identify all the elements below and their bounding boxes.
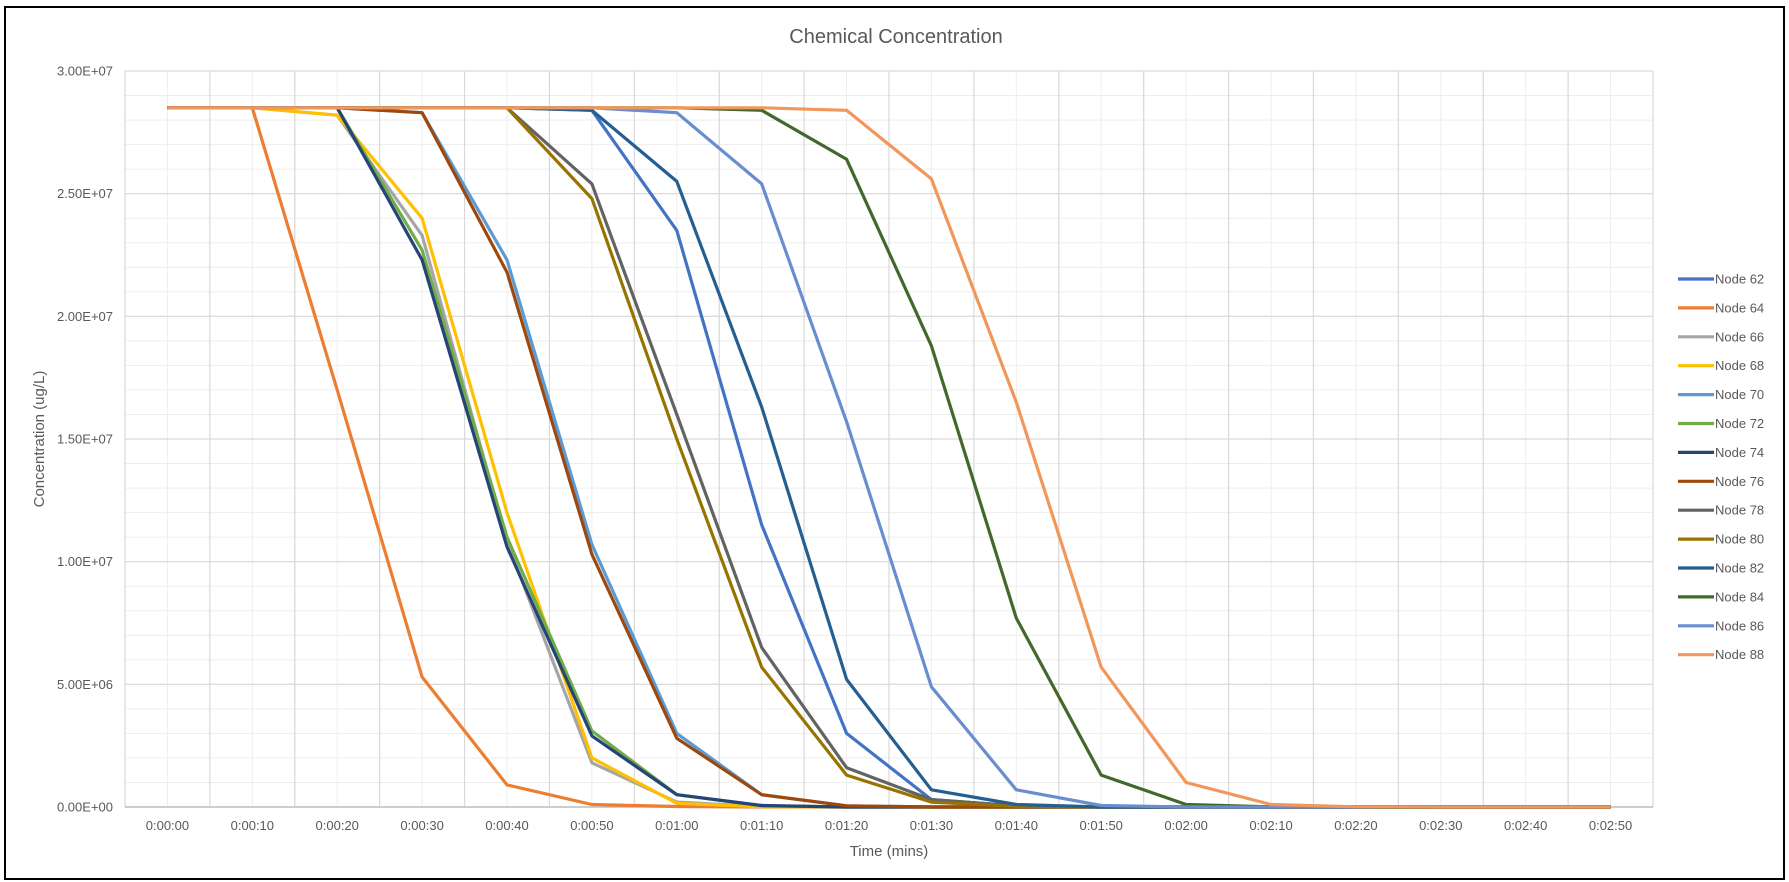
legend-label-node-64: Node 64 [1715,300,1764,315]
legend-label-node-80: Node 80 [1715,532,1764,547]
y-tick-label: 5.00E+06 [57,677,113,692]
chart-title: Chemical Concentration [789,26,1002,48]
y-axis-ticks: 0.00E+00 5.00E+06 1.00E+07 1.50E+07 2.00E+07… [57,64,113,815]
legend: Node 62 Node 64 Node 66 Node 68 Node 70 Node … [1678,272,1764,662]
gridlines [124,70,1654,808]
x-tick-label: 0:01:00 [655,818,698,833]
legend-label-node-88: Node 88 [1715,647,1764,662]
y-tick-label: 1.50E+07 [57,432,113,447]
x-tick-label: 0:02:40 [1504,818,1547,833]
x-tick-label: 0:02:10 [1249,818,1292,833]
y-tick-label: 2.50E+07 [57,186,113,201]
x-tick-label: 0:00:20 [316,818,359,833]
x-tick-label: 0:01:30 [910,818,953,833]
y-axis-title: Concentration (ug/L) [31,371,48,508]
x-tick-label: 0:02:20 [1334,818,1377,833]
x-tick-label: 0:00:10 [231,818,274,833]
legend-label-node-78: Node 78 [1715,503,1764,518]
x-tick-label: 0:02:50 [1589,818,1632,833]
x-tick-label: 0:00:40 [485,818,528,833]
x-tick-label: 0:02:30 [1419,818,1462,833]
series-lines [167,106,1611,809]
x-tick-label: 0:01:10 [740,818,783,833]
legend-label-node-66: Node 66 [1715,329,1764,344]
x-axis-ticks: 0:00:00 0:00:10 0:00:20 0:00:30 0:00:40 0:00:… [146,818,1632,833]
legend-label-node-84: Node 84 [1715,589,1764,604]
series-line-node-88 [167,106,1611,809]
x-tick-label: 0:02:00 [1164,818,1207,833]
y-tick-label: 1.00E+07 [57,554,113,569]
legend-label-node-82: Node 82 [1715,561,1764,576]
x-tick-label: 0:00:50 [570,818,613,833]
y-tick-label: 2.00E+07 [57,309,113,324]
legend-label-node-76: Node 76 [1715,474,1764,489]
x-tick-label: 0:01:20 [825,818,868,833]
x-axis-title: Time (mins) [850,843,929,860]
legend-label-node-62: Node 62 [1715,272,1764,287]
x-tick-label: 0:00:00 [146,818,189,833]
x-tick-label: 0:01:40 [995,818,1038,833]
legend-label-node-86: Node 86 [1715,618,1764,633]
x-tick-label: 0:01:50 [1080,818,1123,833]
legend-label-node-70: Node 70 [1715,387,1764,402]
y-tick-label: 0.00E+00 [57,800,113,815]
legend-label-node-68: Node 68 [1715,358,1764,373]
y-tick-label: 3.00E+07 [57,64,113,79]
legend-label-node-72: Node 72 [1715,416,1764,431]
x-tick-label: 0:00:30 [400,818,443,833]
chart-frame [4,6,1785,880]
legend-label-node-74: Node 74 [1715,445,1764,460]
